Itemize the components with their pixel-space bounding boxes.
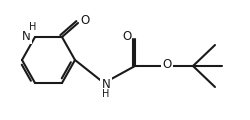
Text: O: O [122, 30, 132, 42]
Text: N: N [102, 78, 110, 90]
Text: O: O [162, 59, 172, 72]
Text: N: N [22, 30, 30, 42]
Text: H: H [29, 22, 37, 32]
Text: O: O [80, 15, 90, 27]
Text: H: H [102, 89, 110, 99]
